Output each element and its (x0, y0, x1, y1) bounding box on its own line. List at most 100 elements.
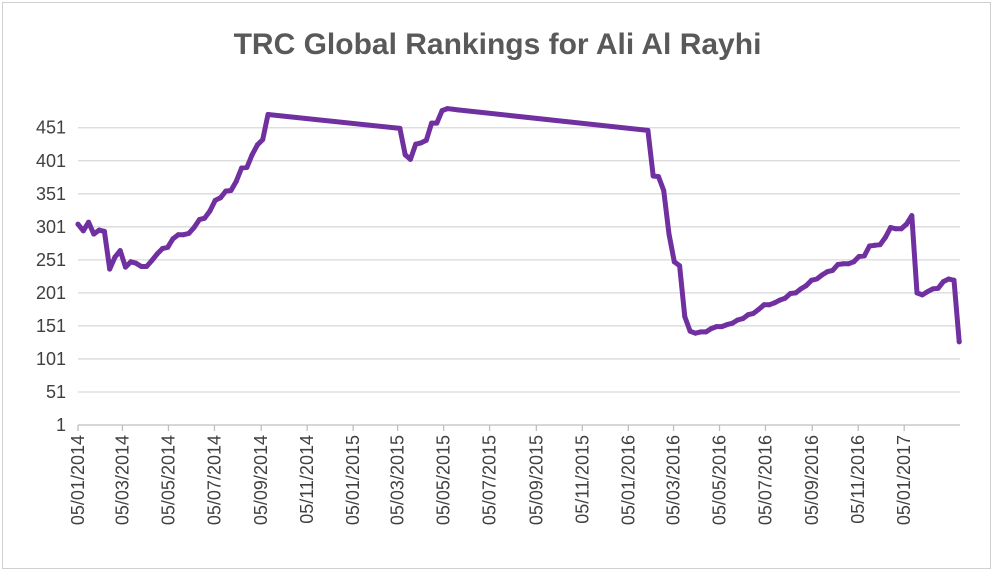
y-tick-label: 1 (56, 415, 66, 435)
chart-title: TRC Global Rankings for Ali Al Rayhi (233, 28, 762, 61)
data-point (186, 230, 192, 236)
data-point (888, 225, 894, 230)
data-point (265, 112, 271, 117)
data-point (729, 320, 735, 326)
x-tick-label: 05/11/2016 (848, 435, 868, 524)
data-point (260, 137, 266, 143)
x-tick-label: 05/09/2016 (802, 435, 822, 525)
data-point (656, 174, 661, 180)
data-point (170, 236, 176, 242)
y-tick-label: 451 (36, 118, 66, 138)
data-point (940, 279, 946, 285)
data-point (909, 213, 915, 219)
data-point (128, 259, 134, 265)
data-point (708, 326, 714, 332)
x-tick-label: 05/01/2016 (618, 435, 638, 525)
data-point (793, 290, 799, 296)
data-point (867, 243, 872, 249)
data-point (882, 234, 888, 240)
data-point (735, 317, 741, 323)
x-tick-label: 05/05/2015 (434, 435, 454, 525)
data-point (239, 165, 245, 171)
data-point (154, 251, 160, 257)
data-point (803, 283, 809, 289)
y-tick-label: 151 (36, 316, 66, 336)
y-tick-label: 301 (36, 217, 66, 237)
y-tick-label: 51 (46, 382, 66, 402)
data-point (450, 106, 456, 112)
data-point (439, 108, 445, 114)
data-point (677, 263, 683, 269)
data-point (782, 295, 788, 301)
data-point (107, 266, 113, 272)
data-point (212, 197, 218, 203)
data-point (413, 141, 419, 147)
data-point (703, 329, 709, 335)
data-point (935, 285, 941, 291)
x-tick-label: 05/07/2015 (480, 435, 500, 525)
data-point (719, 324, 725, 330)
x-tick-label: 05/01/2017 (894, 435, 914, 525)
data-point (207, 208, 213, 214)
series-layer (75, 106, 962, 345)
data-point (798, 286, 804, 292)
data-point (824, 269, 830, 275)
x-axis-tick-labels: 05/01/2014 05/03/2014 05/05/2014 05/07/2014… (68, 435, 914, 525)
data-point (402, 152, 408, 158)
data-point (144, 264, 150, 269)
x-tick-label: 05/05/2014 (158, 435, 178, 525)
data-point (740, 316, 746, 322)
data-point (165, 244, 171, 250)
x-tick-label: 05/03/2015 (388, 435, 408, 525)
data-point (418, 140, 424, 146)
data-point (919, 292, 925, 298)
data-point (898, 226, 904, 232)
data-point (429, 120, 435, 126)
data-point (218, 195, 223, 201)
data-point (698, 329, 704, 335)
data-point (861, 253, 867, 259)
data-point (714, 324, 719, 330)
x-axis (77, 424, 960, 431)
data-point (772, 300, 778, 306)
data-point (872, 242, 878, 248)
data-point (112, 254, 118, 260)
x-tick-label: 05/03/2014 (112, 435, 132, 525)
data-point (856, 254, 862, 259)
data-point (455, 107, 461, 113)
data-point (766, 302, 772, 308)
data-point (444, 106, 450, 112)
data-point (761, 302, 767, 308)
data-point (80, 228, 86, 234)
data-point (814, 276, 820, 282)
data-point (745, 312, 751, 318)
x-tick-label: 05/11/2015 (572, 435, 592, 524)
y-tick-label: 251 (36, 250, 66, 270)
data-point (682, 314, 688, 320)
data-point (96, 227, 102, 233)
data-point (149, 258, 155, 263)
y-tick-label: 401 (36, 151, 66, 171)
data-point (223, 188, 229, 194)
data-point (181, 232, 186, 238)
y-tick-label: 101 (36, 349, 66, 369)
data-point (202, 215, 208, 221)
data-point (956, 339, 962, 345)
data-point (666, 231, 672, 237)
data-point (133, 260, 139, 266)
x-tick-label: 05/07/2016 (756, 435, 776, 525)
x-tick-label: 05/11/2014 (297, 435, 317, 524)
data-point (893, 226, 899, 232)
data-point (159, 246, 165, 252)
data-point (397, 125, 403, 131)
series-line (75, 106, 962, 345)
data-point (809, 277, 814, 283)
x-tick-label: 05/01/2014 (68, 435, 88, 525)
data-point (930, 286, 936, 292)
data-point (101, 228, 107, 234)
data-point (750, 310, 756, 316)
data-point (845, 261, 851, 267)
gridlines (78, 127, 960, 393)
